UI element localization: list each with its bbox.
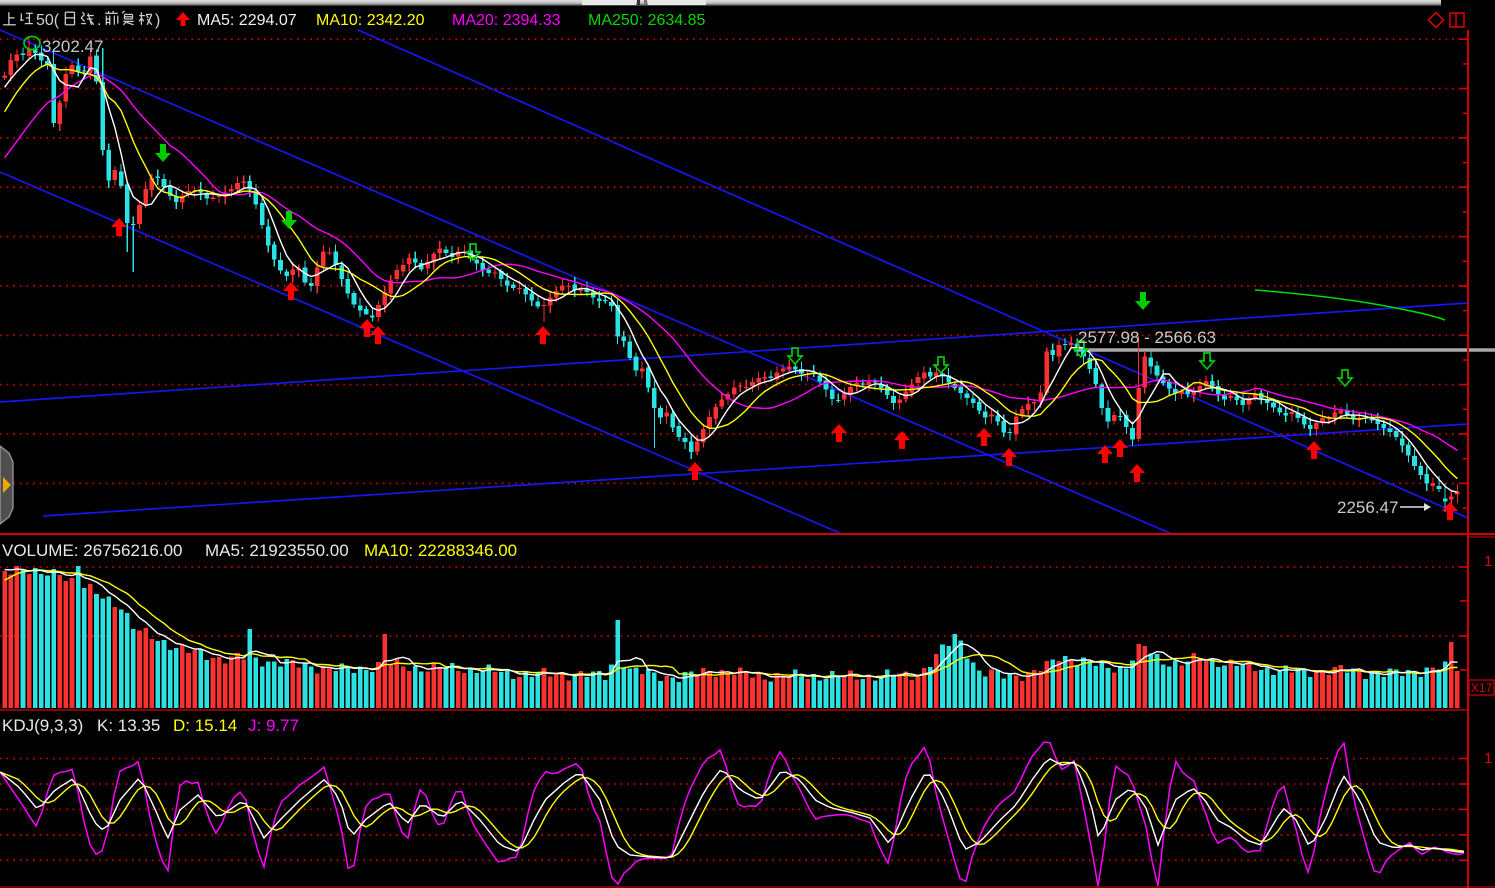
svg-text:MA5: 21923550.00: MA5: 21923550.00 (205, 541, 349, 560)
svg-text:MA250: 2634.85: MA250: 2634.85 (588, 12, 706, 29)
svg-text:2577.98 - 2566.63: 2577.98 - 2566.63 (1078, 328, 1216, 347)
svg-text:D: 15.14: D: 15.14 (173, 716, 237, 735)
svg-text:MA10: 22288346.00: MA10: 22288346.00 (364, 541, 517, 560)
svg-text:MA5: 2294.07: MA5: 2294.07 (197, 12, 297, 29)
svg-text:): ) (155, 12, 160, 29)
svg-text:K: 13.35: K: 13.35 (97, 716, 160, 735)
svg-text:3202.47: 3202.47 (42, 37, 103, 56)
svg-text:MA10: 2342.20: MA10: 2342.20 (316, 12, 425, 29)
svg-text:1: 1 (1484, 750, 1492, 767)
svg-text:J: 9.77: J: 9.77 (248, 716, 299, 735)
svg-text:.: . (97, 12, 101, 29)
svg-text:2256.47: 2256.47 (1337, 498, 1398, 517)
svg-text:MA20: 2394.33: MA20: 2394.33 (452, 12, 561, 29)
svg-text:VOLUME: 26756216.00: VOLUME: 26756216.00 (2, 541, 183, 560)
svg-text:1: 1 (1484, 553, 1492, 570)
svg-text:X17: X17 (1471, 681, 1493, 695)
svg-text:50(: 50( (36, 12, 60, 29)
svg-text:KDJ(9,3,3): KDJ(9,3,3) (2, 716, 83, 735)
